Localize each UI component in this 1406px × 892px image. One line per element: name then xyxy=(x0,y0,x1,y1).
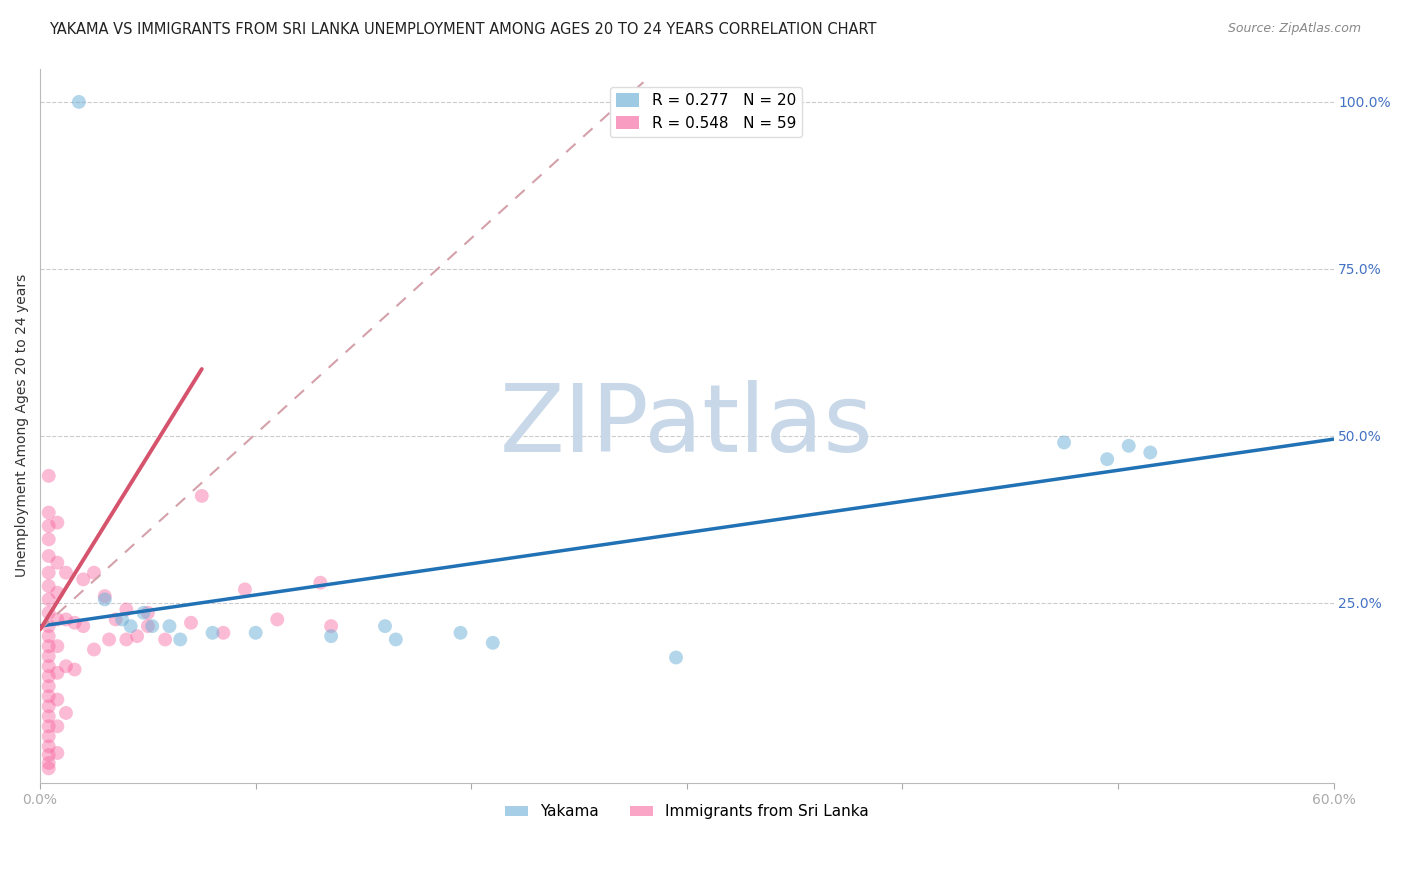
Point xyxy=(94,592,117,607)
Point xyxy=(169,632,191,647)
Point xyxy=(321,619,343,633)
Point xyxy=(38,579,60,593)
Point xyxy=(72,573,94,587)
Point xyxy=(63,615,86,630)
Point xyxy=(38,533,60,547)
Point xyxy=(38,629,60,643)
Point xyxy=(38,606,60,620)
Point xyxy=(38,506,60,520)
Point xyxy=(115,632,138,647)
Point xyxy=(83,642,105,657)
Point xyxy=(38,619,60,633)
Point xyxy=(38,739,60,754)
Point xyxy=(38,566,60,580)
Text: Source: ZipAtlas.com: Source: ZipAtlas.com xyxy=(1227,22,1361,36)
Point xyxy=(111,612,134,626)
Y-axis label: Unemployment Among Ages 20 to 24 years: Unemployment Among Ages 20 to 24 years xyxy=(15,274,30,577)
Point xyxy=(46,746,69,760)
Point xyxy=(46,665,69,680)
Point xyxy=(1095,452,1118,467)
Point xyxy=(481,636,503,650)
Text: YAKAMA VS IMMIGRANTS FROM SRI LANKA UNEMPLOYMENT AMONG AGES 20 TO 24 YEARS CORRE: YAKAMA VS IMMIGRANTS FROM SRI LANKA UNEM… xyxy=(49,22,877,37)
Point xyxy=(38,679,60,693)
Point xyxy=(132,606,155,620)
Point xyxy=(321,629,343,643)
Point xyxy=(46,585,69,599)
Point xyxy=(141,619,163,633)
Point xyxy=(38,699,60,714)
Point xyxy=(136,606,159,620)
Point xyxy=(46,556,69,570)
Point xyxy=(191,489,214,503)
Point xyxy=(46,516,69,530)
Text: ZIPatlas: ZIPatlas xyxy=(501,380,873,472)
Point xyxy=(233,582,256,597)
Point xyxy=(245,625,267,640)
Point xyxy=(212,625,235,640)
Point xyxy=(1118,439,1140,453)
Point xyxy=(63,663,86,677)
Point xyxy=(55,612,77,626)
Point xyxy=(104,612,127,626)
Point xyxy=(38,719,60,733)
Point xyxy=(38,709,60,723)
Point xyxy=(136,619,159,633)
Point xyxy=(38,761,60,775)
Point xyxy=(46,639,69,653)
Point xyxy=(38,659,60,673)
Point xyxy=(38,649,60,664)
Legend: Yakama, Immigrants from Sri Lanka: Yakama, Immigrants from Sri Lanka xyxy=(499,798,875,825)
Point xyxy=(385,632,408,647)
Point xyxy=(38,592,60,607)
Point xyxy=(266,612,288,626)
Point xyxy=(38,747,60,762)
Point xyxy=(153,632,176,647)
Point xyxy=(38,669,60,683)
Point xyxy=(127,629,149,643)
Point xyxy=(83,566,105,580)
Point xyxy=(38,729,60,743)
Point xyxy=(46,719,69,733)
Point xyxy=(38,519,60,533)
Point xyxy=(46,612,69,626)
Point xyxy=(120,619,142,633)
Point xyxy=(180,615,202,630)
Point xyxy=(72,619,94,633)
Point xyxy=(38,639,60,653)
Point xyxy=(98,632,121,647)
Point xyxy=(201,625,224,640)
Point xyxy=(159,619,181,633)
Point xyxy=(67,95,90,109)
Point xyxy=(1053,435,1076,450)
Point xyxy=(55,659,77,673)
Point xyxy=(55,566,77,580)
Point xyxy=(55,706,77,720)
Point xyxy=(94,589,117,603)
Point xyxy=(450,625,472,640)
Point xyxy=(309,575,332,590)
Point xyxy=(374,619,396,633)
Point xyxy=(38,690,60,704)
Point xyxy=(38,549,60,563)
Point xyxy=(1139,445,1161,459)
Point xyxy=(665,650,688,665)
Point xyxy=(38,756,60,770)
Point xyxy=(115,602,138,616)
Point xyxy=(38,468,60,483)
Point xyxy=(46,692,69,706)
